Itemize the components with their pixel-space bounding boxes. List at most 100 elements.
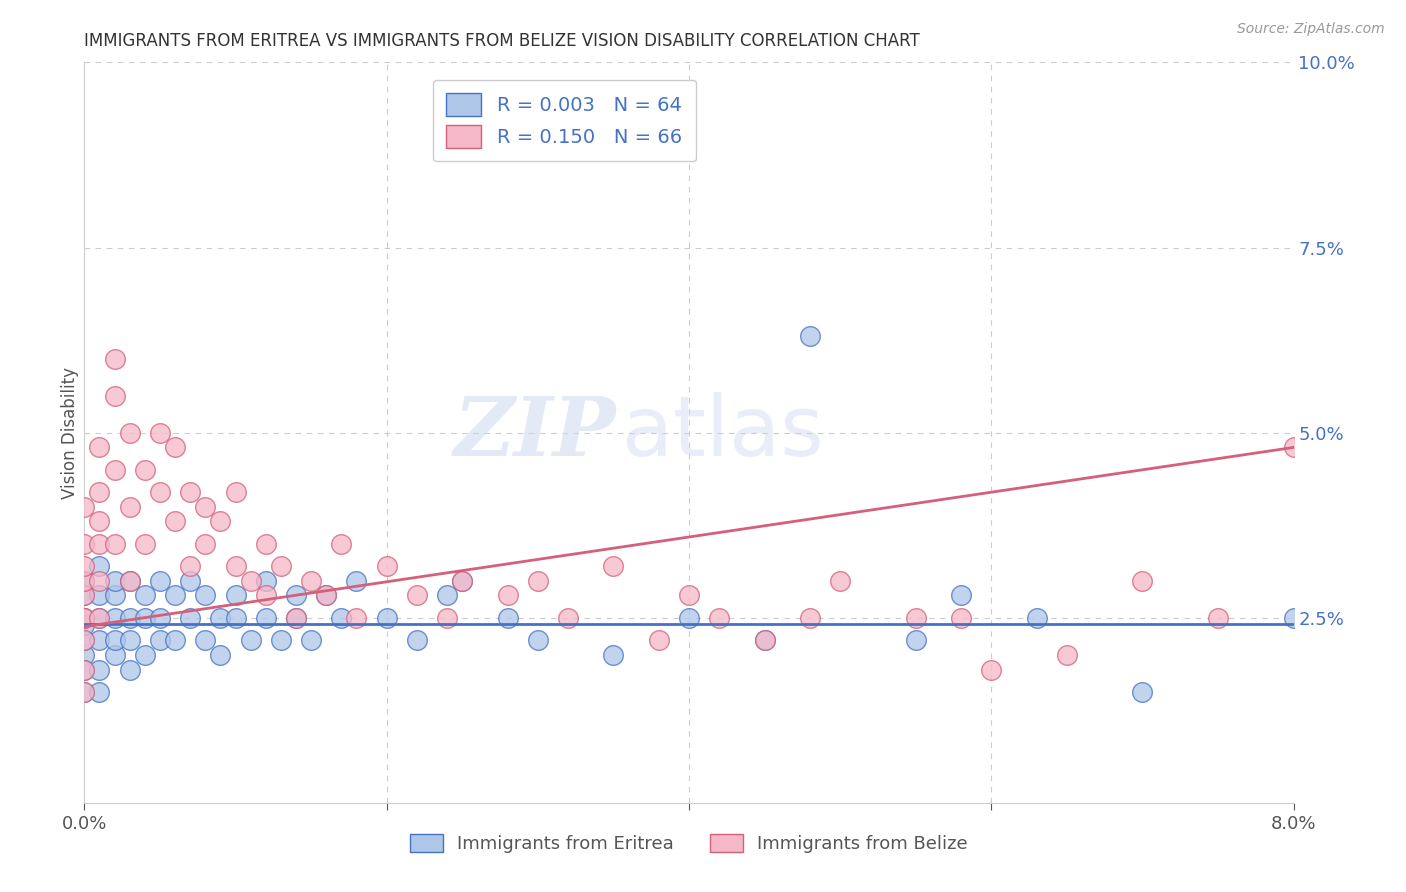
Legend: Immigrants from Eritrea, Immigrants from Belize: Immigrants from Eritrea, Immigrants from… bbox=[404, 827, 974, 861]
Point bbox=[648, 632, 671, 647]
Point bbox=[149, 610, 172, 624]
Y-axis label: Vision Disability: Vision Disability bbox=[60, 367, 79, 499]
Point bbox=[830, 574, 852, 588]
Point bbox=[754, 632, 776, 647]
Point bbox=[496, 589, 519, 603]
Point bbox=[436, 610, 458, 624]
Point bbox=[950, 589, 973, 603]
Point bbox=[904, 610, 927, 624]
Point bbox=[104, 388, 127, 402]
Point bbox=[73, 648, 96, 662]
Point bbox=[179, 610, 201, 624]
Point bbox=[104, 536, 127, 550]
Point bbox=[270, 632, 292, 647]
Point bbox=[73, 589, 96, 603]
Point bbox=[330, 610, 353, 624]
Point bbox=[254, 589, 277, 603]
Point bbox=[104, 632, 127, 647]
Point bbox=[89, 484, 111, 499]
Point bbox=[451, 574, 474, 588]
Text: IMMIGRANTS FROM ERITREA VS IMMIGRANTS FROM BELIZE VISION DISABILITY CORRELATION : IMMIGRANTS FROM ERITREA VS IMMIGRANTS FR… bbox=[84, 32, 920, 50]
Point bbox=[73, 618, 96, 632]
Point bbox=[149, 425, 172, 440]
Point bbox=[165, 441, 187, 455]
Point bbox=[73, 610, 96, 624]
Point bbox=[254, 610, 277, 624]
Point bbox=[799, 610, 821, 624]
Point bbox=[239, 632, 262, 647]
Point bbox=[89, 558, 111, 573]
Point bbox=[165, 515, 187, 529]
Point bbox=[557, 610, 579, 624]
Point bbox=[104, 589, 127, 603]
Text: atlas: atlas bbox=[623, 392, 824, 473]
Point bbox=[165, 589, 187, 603]
Point bbox=[104, 574, 127, 588]
Point bbox=[73, 632, 96, 647]
Point bbox=[602, 558, 624, 573]
Point bbox=[73, 558, 96, 573]
Point bbox=[73, 663, 96, 677]
Point bbox=[89, 632, 111, 647]
Point bbox=[118, 574, 141, 588]
Point bbox=[315, 589, 337, 603]
Point bbox=[89, 610, 111, 624]
Point bbox=[375, 558, 398, 573]
Point bbox=[678, 610, 700, 624]
Point bbox=[496, 610, 519, 624]
Point bbox=[118, 425, 141, 440]
Point bbox=[118, 632, 141, 647]
Point bbox=[149, 484, 172, 499]
Point bbox=[602, 648, 624, 662]
Text: ZIP: ZIP bbox=[454, 392, 616, 473]
Point bbox=[406, 632, 429, 647]
Point bbox=[254, 574, 277, 588]
Point bbox=[73, 685, 96, 699]
Point bbox=[134, 536, 156, 550]
Point bbox=[678, 589, 700, 603]
Point bbox=[239, 574, 262, 588]
Point bbox=[209, 515, 232, 529]
Point bbox=[285, 610, 308, 624]
Point bbox=[980, 663, 1002, 677]
Point bbox=[73, 589, 96, 603]
Point bbox=[209, 610, 232, 624]
Point bbox=[254, 536, 277, 550]
Point bbox=[1056, 648, 1078, 662]
Point bbox=[330, 536, 353, 550]
Point bbox=[346, 574, 368, 588]
Point bbox=[73, 536, 96, 550]
Point bbox=[799, 329, 821, 343]
Point bbox=[436, 589, 458, 603]
Point bbox=[104, 462, 127, 476]
Point bbox=[118, 663, 141, 677]
Point bbox=[1132, 574, 1154, 588]
Point bbox=[89, 441, 111, 455]
Point bbox=[165, 632, 187, 647]
Point bbox=[194, 589, 217, 603]
Point bbox=[285, 610, 308, 624]
Point bbox=[104, 351, 127, 366]
Point bbox=[179, 574, 201, 588]
Point bbox=[299, 632, 322, 647]
Point bbox=[1206, 610, 1229, 624]
Point bbox=[225, 558, 247, 573]
Point bbox=[904, 632, 927, 647]
Point bbox=[194, 536, 217, 550]
Point bbox=[709, 610, 731, 624]
Point bbox=[950, 610, 973, 624]
Point bbox=[73, 500, 96, 514]
Point bbox=[225, 484, 247, 499]
Point bbox=[89, 610, 111, 624]
Point bbox=[73, 574, 96, 588]
Point bbox=[225, 610, 247, 624]
Point bbox=[89, 685, 111, 699]
Point bbox=[209, 648, 232, 662]
Point bbox=[73, 610, 96, 624]
Point bbox=[104, 648, 127, 662]
Point bbox=[134, 610, 156, 624]
Text: Source: ZipAtlas.com: Source: ZipAtlas.com bbox=[1237, 22, 1385, 37]
Point bbox=[118, 610, 141, 624]
Point bbox=[118, 574, 141, 588]
Point bbox=[754, 632, 776, 647]
